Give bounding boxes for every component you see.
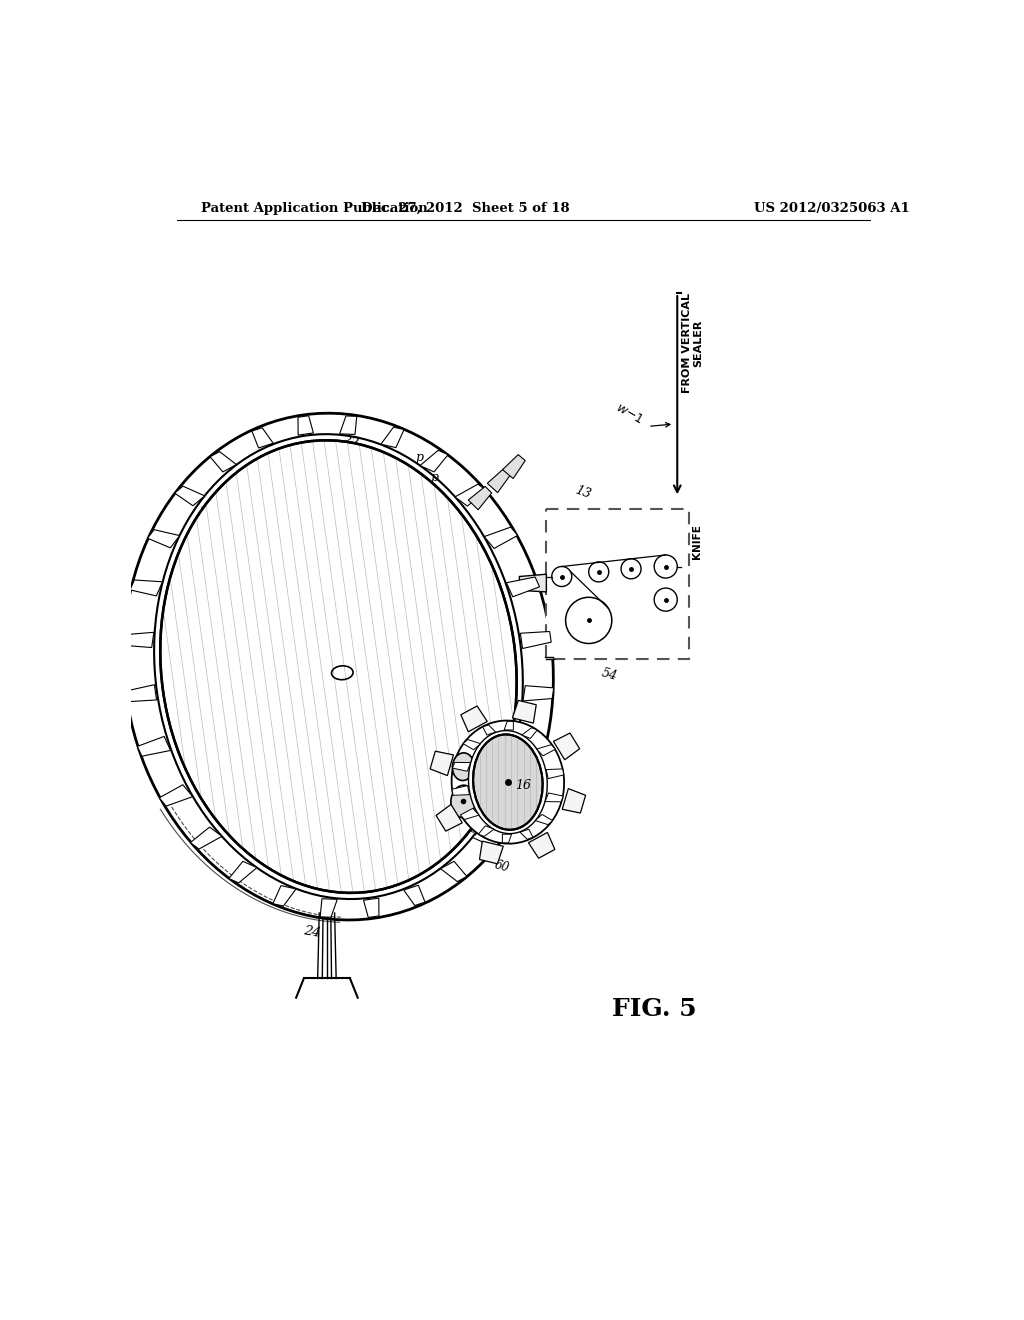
Polygon shape	[482, 725, 496, 735]
Polygon shape	[403, 886, 425, 906]
Text: Dec. 27, 2012  Sheet 5 of 18: Dec. 27, 2012 Sheet 5 of 18	[361, 202, 569, 215]
Polygon shape	[160, 784, 193, 807]
Polygon shape	[430, 751, 454, 776]
Polygon shape	[520, 829, 534, 840]
Polygon shape	[321, 899, 337, 917]
Text: 55: 55	[199, 499, 219, 519]
Polygon shape	[514, 738, 547, 754]
Text: 13: 13	[573, 483, 593, 502]
Ellipse shape	[473, 734, 543, 830]
Polygon shape	[381, 428, 404, 447]
Polygon shape	[536, 814, 553, 825]
Text: 88: 88	[478, 833, 497, 851]
Polygon shape	[273, 886, 296, 906]
Polygon shape	[546, 770, 564, 779]
Text: 58: 58	[462, 820, 480, 837]
Text: 58: 58	[462, 789, 480, 807]
Text: p: p	[610, 556, 617, 566]
Polygon shape	[420, 450, 449, 471]
Polygon shape	[472, 828, 502, 847]
Polygon shape	[498, 785, 529, 804]
Text: 12: 12	[674, 524, 689, 537]
Text: p: p	[575, 560, 583, 569]
Text: FIG. 5: FIG. 5	[612, 997, 696, 1022]
Ellipse shape	[161, 441, 517, 892]
Text: 59: 59	[478, 849, 497, 866]
Text: 24: 24	[302, 924, 321, 940]
Text: 80: 80	[289, 449, 308, 466]
Polygon shape	[461, 808, 479, 820]
Polygon shape	[228, 862, 257, 883]
Text: 14: 14	[604, 579, 625, 599]
Ellipse shape	[453, 752, 474, 780]
Polygon shape	[210, 451, 237, 473]
Polygon shape	[468, 486, 492, 510]
Text: p: p	[643, 554, 650, 564]
Polygon shape	[436, 804, 462, 832]
Polygon shape	[123, 632, 154, 648]
Polygon shape	[147, 529, 179, 548]
Text: p: p	[431, 471, 438, 484]
Polygon shape	[126, 685, 157, 702]
Text: p: p	[416, 450, 423, 463]
Polygon shape	[455, 484, 486, 506]
Polygon shape	[504, 721, 513, 730]
Polygon shape	[463, 739, 480, 750]
Polygon shape	[298, 416, 313, 436]
Text: 16: 16	[515, 779, 531, 792]
Polygon shape	[440, 861, 467, 882]
Polygon shape	[545, 793, 563, 801]
Text: KNIFE: KNIFE	[692, 524, 701, 558]
Ellipse shape	[452, 721, 564, 843]
Polygon shape	[484, 527, 517, 549]
Polygon shape	[519, 574, 547, 591]
Ellipse shape	[154, 434, 523, 899]
Ellipse shape	[469, 730, 547, 834]
Text: 54: 54	[600, 667, 620, 684]
Text: Patent Application Publication: Patent Application Publication	[202, 202, 428, 215]
Polygon shape	[479, 841, 504, 863]
Text: FROM VERTICAL
SEALER: FROM VERTICAL SEALER	[682, 293, 703, 393]
Polygon shape	[487, 469, 510, 492]
Polygon shape	[503, 834, 512, 843]
Ellipse shape	[124, 413, 553, 920]
Polygon shape	[364, 898, 379, 917]
Polygon shape	[522, 727, 538, 738]
Polygon shape	[453, 763, 471, 771]
Polygon shape	[478, 826, 494, 837]
Polygon shape	[537, 744, 555, 756]
Polygon shape	[130, 579, 163, 595]
Polygon shape	[553, 733, 580, 760]
Polygon shape	[340, 416, 356, 434]
Bar	[547, 508, 689, 659]
Text: 28: 28	[477, 805, 496, 824]
Polygon shape	[137, 737, 170, 756]
Ellipse shape	[451, 785, 475, 817]
Text: p: p	[547, 564, 554, 574]
Polygon shape	[523, 685, 554, 701]
Text: 22: 22	[340, 433, 359, 450]
Polygon shape	[503, 454, 525, 479]
Polygon shape	[452, 785, 469, 795]
Polygon shape	[562, 788, 586, 813]
Polygon shape	[175, 486, 205, 506]
Polygon shape	[520, 631, 551, 648]
Polygon shape	[512, 701, 537, 723]
Text: $w$$-$$1$: $w$$-$$1$	[613, 401, 645, 428]
Polygon shape	[190, 828, 222, 849]
Text: 20: 20	[234, 478, 255, 496]
Polygon shape	[528, 833, 555, 858]
Polygon shape	[507, 577, 540, 597]
Text: 60: 60	[493, 858, 510, 875]
Polygon shape	[461, 706, 487, 731]
Polygon shape	[252, 428, 273, 447]
Text: US 2012/0325063 A1: US 2012/0325063 A1	[755, 202, 910, 215]
